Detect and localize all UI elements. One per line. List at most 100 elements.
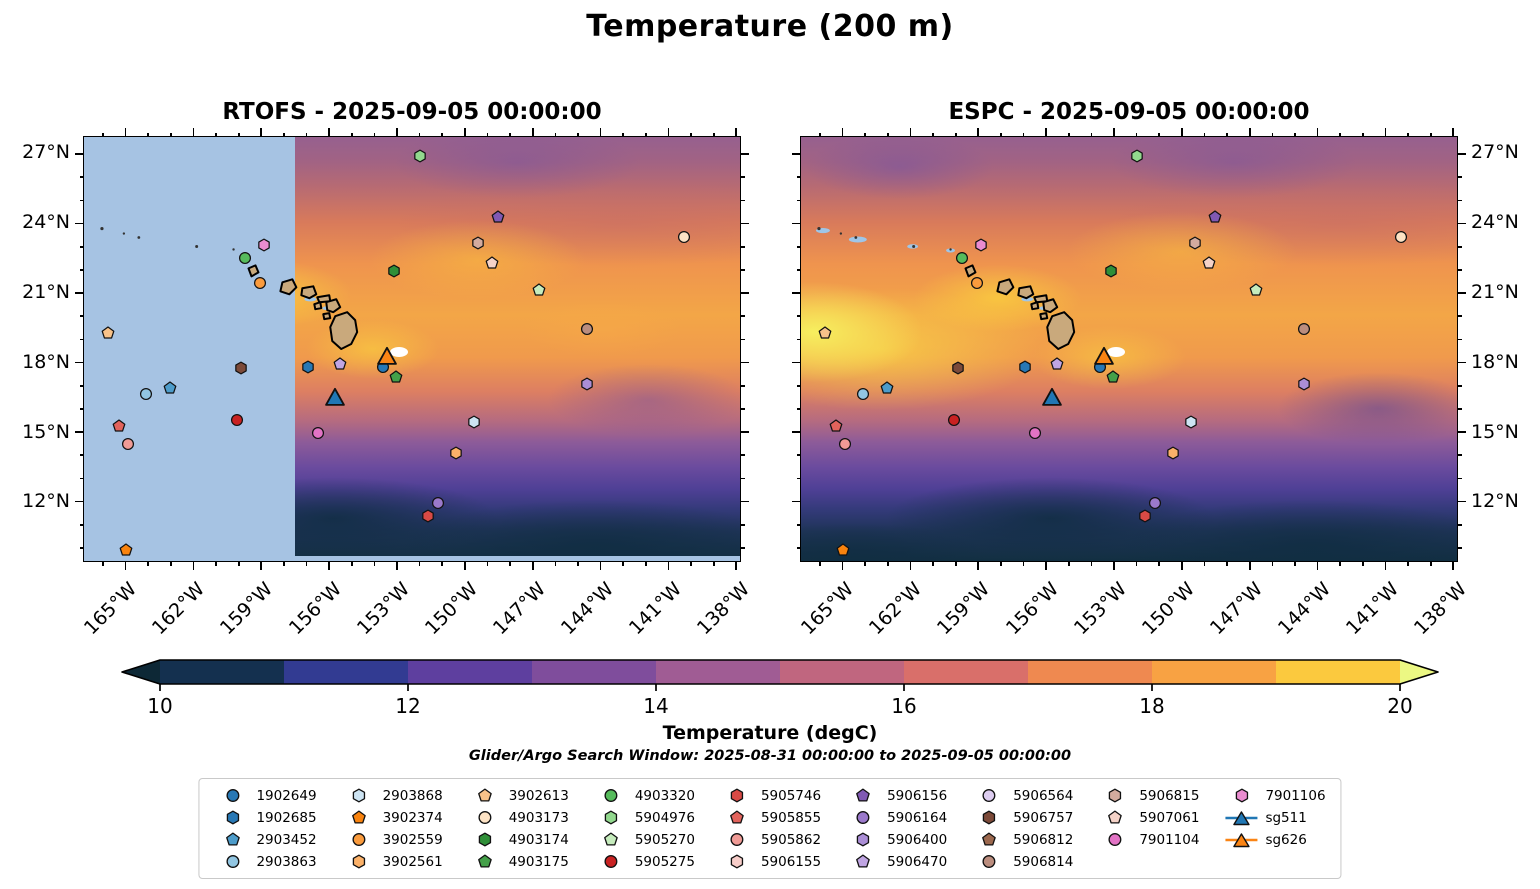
axis-tick: [509, 132, 511, 137]
legend-item-2903452: 2903452: [214, 829, 317, 850]
axis-tick: [418, 561, 421, 566]
legend-column: 1902649 1902685 2903452 2903863: [214, 785, 317, 872]
axis-tick: [667, 128, 670, 137]
legend-item-5906164: 5906164: [845, 807, 947, 828]
lat-tick-label-left: 18°N: [22, 350, 70, 373]
axis-tick: [441, 132, 444, 137]
5906164-marker-icon: [845, 810, 881, 825]
sg511-marker-icon: [1223, 810, 1259, 826]
lon-tick-label: 138°W: [692, 578, 755, 640]
axis-tick: [1067, 132, 1070, 137]
no-data-mask: [84, 137, 296, 561]
marker-sg511: [1042, 386, 1063, 407]
5904976-marker-icon: [593, 810, 629, 825]
lat-tick-label-right: 27°N: [1471, 141, 1519, 164]
marker-3902613: [101, 326, 115, 340]
legend-label: 5906164: [887, 809, 948, 826]
7901104-marker-icon: [1097, 832, 1133, 847]
axis-tick: [740, 245, 745, 248]
marker-5905270: [1249, 283, 1263, 297]
axis-tick: [1067, 561, 1070, 566]
marker-5906470: [1050, 357, 1064, 371]
colorbar-label: Temperature (degC): [662, 722, 878, 744]
legend-item-1902649: 1902649: [214, 785, 317, 806]
axis-tick: [1271, 132, 1274, 137]
legend-item-4903320: 4903320: [593, 785, 695, 806]
legend-label: 7901104: [1139, 831, 1200, 848]
3902613-marker-icon: [467, 788, 503, 803]
legend-item-4903175: 4903175: [467, 851, 569, 872]
axis-tick: [79, 338, 84, 341]
axis-tick: [644, 561, 647, 566]
legend-label: 2903863: [256, 853, 317, 870]
lon-tick-label: 147°W: [1205, 578, 1267, 640]
axis-tick: [792, 153, 801, 155]
axis-tick: [396, 128, 398, 137]
legend-label: 5904976: [634, 809, 695, 826]
axis-tick: [79, 408, 84, 410]
legend-item-5906812: 5906812: [971, 829, 1073, 850]
legend-label: 2903868: [382, 787, 443, 804]
marker-5906814: [580, 322, 594, 336]
axis-tick: [283, 561, 285, 566]
axis-tick: [1457, 408, 1462, 410]
lon-tick-label: 141°W: [1341, 578, 1403, 640]
axis-tick: [1457, 384, 1462, 387]
axis-tick: [396, 561, 398, 570]
3902374-marker-icon: [341, 810, 377, 825]
lon-tick-label: 165°W: [80, 578, 142, 640]
axis-tick: [792, 292, 801, 294]
legend-label: sg626: [1265, 831, 1307, 848]
axis-tick: [1135, 132, 1138, 137]
axis-tick: [667, 561, 670, 570]
axis-tick: [509, 561, 511, 566]
1902649-marker-icon: [214, 788, 250, 803]
legend-item-5905275: 5905275: [593, 851, 695, 872]
axis-tick: [690, 561, 692, 566]
marker-5906400: [1297, 377, 1311, 391]
axis-tick: [740, 222, 749, 225]
axis-tick: [75, 500, 84, 503]
axis-tick: [740, 547, 745, 549]
legend-item-3902559: 3902559: [341, 829, 443, 850]
axis-tick: [79, 523, 84, 526]
axis-tick: [622, 561, 625, 566]
marker-4903320: [955, 251, 969, 265]
legend-column: 5906156 5906164 5906400 5906470: [845, 785, 947, 872]
marker-2903868: [1184, 415, 1198, 429]
axis-tick: [102, 561, 104, 566]
marker-2903868: [467, 415, 481, 429]
axis-tick: [1339, 132, 1342, 137]
lat-tick-label-right: 21°N: [1471, 280, 1519, 303]
warm-contour-speck: [390, 347, 409, 357]
marker-1902685: [301, 360, 315, 374]
axis-tick: [305, 132, 308, 137]
lat-tick-label-right: 24°N: [1471, 211, 1519, 234]
lon-tick-label: 159°W: [216, 578, 278, 640]
legend-item-5905862: 5905862: [719, 829, 821, 850]
axis-tick: [577, 132, 579, 137]
axis-tick: [192, 561, 195, 570]
marker-sg626: [1094, 345, 1115, 366]
axis-tick: [124, 561, 127, 570]
axis-tick: [792, 431, 801, 433]
marker-5906815: [471, 236, 485, 250]
legend-label: 2903452: [256, 831, 317, 848]
axis-tick: [486, 561, 489, 566]
marker-2903863: [856, 387, 870, 401]
axis-tick: [215, 561, 217, 566]
axis-tick: [740, 176, 745, 179]
axis-tick: [622, 132, 625, 137]
axis-tick: [554, 561, 557, 566]
axis-tick: [237, 561, 240, 566]
legend-item-2903863: 2903863: [214, 851, 317, 872]
axis-tick: [75, 153, 84, 155]
axis-tick: [909, 128, 912, 137]
axis-tick: [147, 561, 150, 566]
axis-tick: [690, 132, 692, 137]
7901106-marker-icon: [1223, 788, 1259, 803]
axis-tick: [1226, 132, 1228, 137]
axis-tick: [796, 523, 801, 526]
axis-tick: [373, 132, 376, 137]
